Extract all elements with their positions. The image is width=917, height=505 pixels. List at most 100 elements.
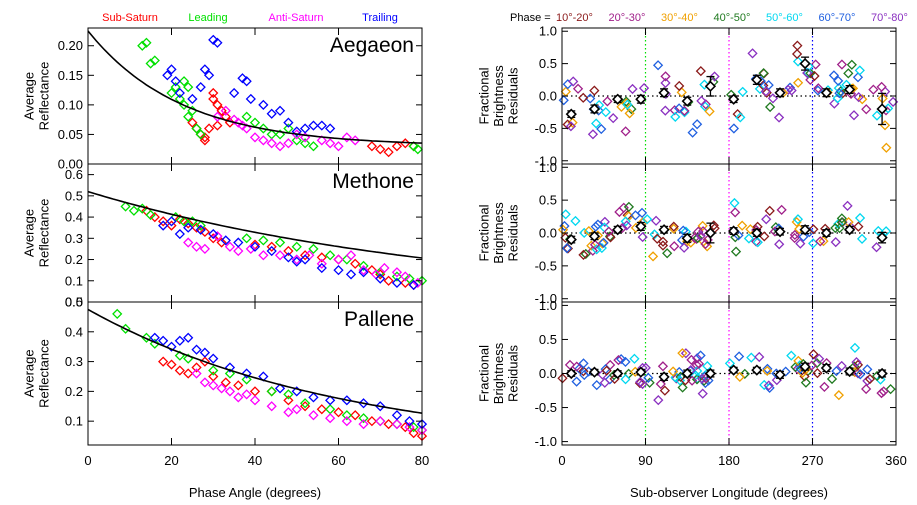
residual-point xyxy=(810,59,821,70)
residual-point xyxy=(623,201,635,212)
residual-point xyxy=(692,119,703,130)
y-axis-label: AverageReflectance xyxy=(21,199,51,268)
residual-point xyxy=(568,76,579,87)
residual-point xyxy=(680,348,692,359)
data-point xyxy=(316,258,327,269)
data-point xyxy=(325,413,336,424)
y-tick-label: 0.1 xyxy=(65,414,83,429)
residual-point xyxy=(614,206,625,218)
residual-point xyxy=(815,236,826,247)
residual-point xyxy=(854,212,866,224)
data-point xyxy=(158,216,169,227)
residual-point xyxy=(668,221,679,232)
residual-point xyxy=(674,103,685,114)
residual-point xyxy=(809,70,820,82)
data-point xyxy=(341,132,352,143)
data-point xyxy=(333,407,344,418)
binned-mean xyxy=(876,103,888,115)
data-point xyxy=(291,135,302,146)
residual-point xyxy=(662,248,673,259)
data-point xyxy=(229,114,240,125)
data-point xyxy=(291,126,302,137)
residual-point xyxy=(660,77,671,89)
phase-legend-entry: 60°-70° xyxy=(819,12,856,24)
residual-point xyxy=(828,70,840,81)
data-point xyxy=(325,250,336,261)
residual-point xyxy=(596,123,607,135)
residual-point xyxy=(786,350,797,361)
data-point xyxy=(266,386,277,397)
data-point xyxy=(258,123,269,134)
residual-point xyxy=(833,75,844,86)
binned-mean xyxy=(612,224,624,236)
data-point xyxy=(249,117,261,128)
data-point xyxy=(199,243,211,255)
residual-point xyxy=(624,108,635,119)
residual-point xyxy=(808,349,819,360)
binned-mean xyxy=(681,367,693,380)
data-point xyxy=(241,123,252,134)
residual-point xyxy=(613,354,624,366)
residual-point xyxy=(813,83,824,94)
data-point xyxy=(241,233,252,244)
residual-point xyxy=(698,375,710,386)
data-point xyxy=(266,386,277,397)
y-tick-label: 0.10 xyxy=(58,97,83,112)
residual-point xyxy=(849,342,861,353)
residual-point xyxy=(643,372,654,383)
model-curve xyxy=(87,190,423,259)
data-point xyxy=(208,233,219,244)
data-point xyxy=(383,275,394,286)
data-point xyxy=(383,419,394,430)
residual-point xyxy=(871,242,882,253)
residual-point xyxy=(652,233,663,244)
data-point xyxy=(283,245,294,257)
residuals-panel-1: -1.0 -0.5 0.0 0.5 1.0 FractionalBrightnessRes… xyxy=(476,24,899,168)
data-point xyxy=(174,335,185,346)
residual-point xyxy=(854,65,865,76)
data-point xyxy=(266,138,277,149)
residual-point xyxy=(580,248,591,260)
data-point xyxy=(220,105,231,116)
residual-point xyxy=(792,77,804,88)
x-tick-label: 40 xyxy=(248,453,262,468)
data-point xyxy=(233,380,244,391)
phase-legend-entry: 50°-60° xyxy=(766,12,803,24)
residual-point xyxy=(830,236,841,248)
data-point xyxy=(283,395,294,406)
binned-mean xyxy=(774,369,786,381)
legend-entry: Anti-Saturn xyxy=(268,12,323,24)
y-axis-label-line: Reflectance xyxy=(36,199,51,268)
data-point xyxy=(216,237,227,248)
residual-point xyxy=(792,364,803,375)
data-point xyxy=(308,243,319,255)
data-point xyxy=(203,123,215,134)
residual-point xyxy=(601,365,612,376)
residual-point xyxy=(571,376,582,387)
residual-point xyxy=(622,99,633,110)
x-tick-label: 0 xyxy=(558,453,565,468)
x-axis-label: Phase Angle (degrees) xyxy=(189,485,321,500)
data-point xyxy=(241,389,252,400)
binned-mean xyxy=(843,83,856,96)
y-axis-label-line: Residuals xyxy=(505,344,520,402)
data-point xyxy=(208,34,219,45)
reflectance-panel-3: 0.1 0.2 0.3 0.4 0.5 0 20 40 60 80 Pallene AverageRe… xyxy=(21,295,429,501)
residual-point xyxy=(776,204,787,216)
data-point xyxy=(191,344,202,355)
residual-point xyxy=(846,59,857,70)
data-point xyxy=(325,404,336,415)
data-point xyxy=(183,82,194,93)
data-point xyxy=(383,147,394,158)
residual-point xyxy=(600,107,611,118)
residual-point xyxy=(864,373,876,385)
residual-point xyxy=(599,377,610,388)
residual-point xyxy=(669,105,680,116)
data-point xyxy=(183,222,194,233)
binned-mean xyxy=(681,95,693,107)
residual-point xyxy=(638,82,650,94)
data-point xyxy=(299,398,311,409)
data-point xyxy=(208,228,219,240)
y-tick-label: -0.5 xyxy=(535,121,557,136)
data-point xyxy=(408,279,419,291)
